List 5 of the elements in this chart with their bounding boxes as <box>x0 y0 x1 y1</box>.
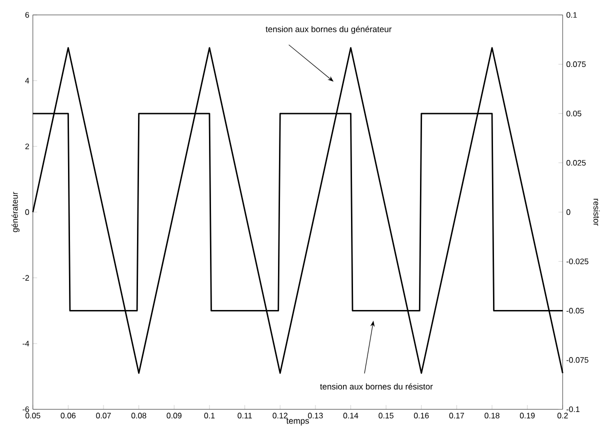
annotation: tension aux bornes du générateur <box>266 26 392 34</box>
y-axis-title: générateur <box>12 192 20 232</box>
annotation: tension aux bornes du résistor <box>320 383 433 390</box>
y2-axis-title: resistor <box>594 198 600 226</box>
x-axis-title: temps <box>286 418 309 426</box>
